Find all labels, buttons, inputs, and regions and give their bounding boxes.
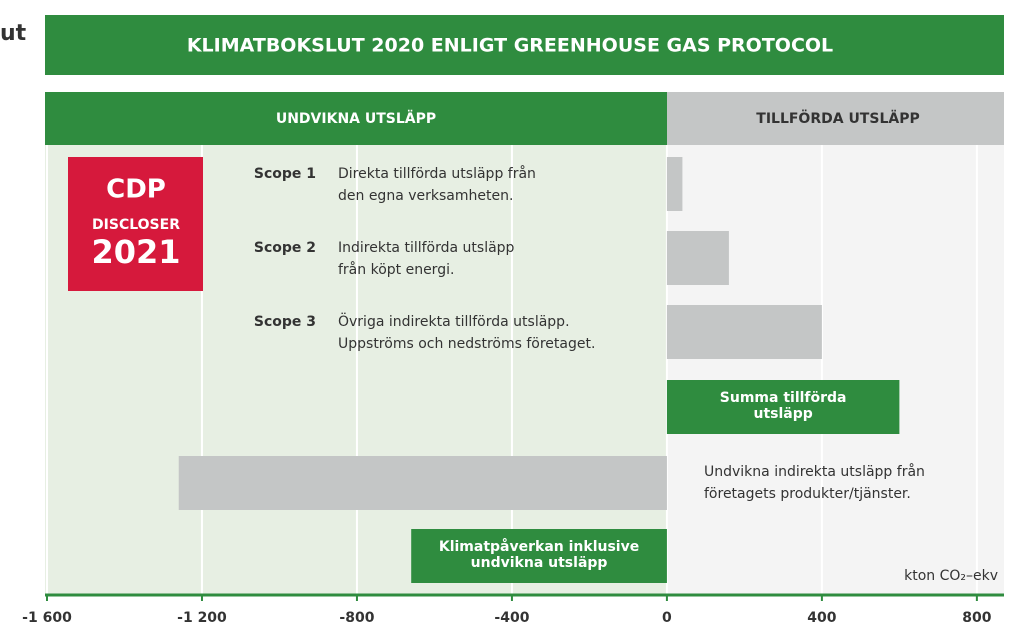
bar-label: undvikna utsläpp xyxy=(471,555,608,571)
bar-description: från köpt energi. xyxy=(338,261,454,278)
bar-description: Övriga indirekta tillförda utsläpp. xyxy=(338,312,570,330)
bar-label: Klimatpåverkan inklusive xyxy=(439,538,639,555)
title-bar xyxy=(45,15,1004,75)
x-tick-label: 800 xyxy=(962,610,991,626)
bar-description: företagets produkter/tjänster. xyxy=(704,486,911,502)
unit-label: kton CO₂–ekv xyxy=(904,568,998,584)
bar xyxy=(666,380,900,434)
right-header-bg xyxy=(667,92,1004,145)
scope-name: Scope 3 xyxy=(254,314,316,330)
logo-line1: DISCLOSER xyxy=(92,217,180,233)
logo-line2: 2021 xyxy=(91,233,180,271)
left-header: UNDVIKNA UTSLÄPP xyxy=(276,110,436,127)
bar-label: utsläpp xyxy=(754,406,813,422)
x-tick-label: -1 200 xyxy=(177,610,227,626)
chart-title: KLIMATBOKSLUT 2020 ENLIGT GREENHOUSE GAS… xyxy=(187,35,833,57)
x-tick-label: -800 xyxy=(339,610,374,626)
scope-name: Scope 2 xyxy=(254,240,316,256)
scope-name: Scope 1 xyxy=(254,166,316,182)
x-tick-label: 0 xyxy=(662,610,672,626)
bar-description: Undvikna indirekta utsläpp från xyxy=(704,463,925,480)
bar-label: Summa tillförda xyxy=(720,390,847,406)
corner-text: ut xyxy=(0,21,27,46)
bar-description: den egna verksamheten. xyxy=(338,188,513,204)
bar-description: Indirekta tillförda utsläpp xyxy=(338,240,515,256)
logo-brand: CDP xyxy=(106,175,166,205)
x-tick-label: -400 xyxy=(494,610,529,626)
left-header-bg xyxy=(45,92,667,145)
bar xyxy=(178,456,667,510)
bar-description: Uppströms och nedströms företaget. xyxy=(338,336,595,352)
bar xyxy=(666,157,683,211)
bar xyxy=(666,231,729,285)
bar xyxy=(411,529,667,583)
x-tick-label: -1 600 xyxy=(22,610,72,626)
bar xyxy=(666,305,822,359)
bar-description: Direkta tillförda utsläpp från xyxy=(338,165,536,182)
cdp-logo xyxy=(68,157,203,291)
x-tick-label: 400 xyxy=(807,610,836,626)
right-header: TILLFÖRDA UTSLÄPP xyxy=(756,109,919,127)
right-bg xyxy=(667,145,1004,595)
